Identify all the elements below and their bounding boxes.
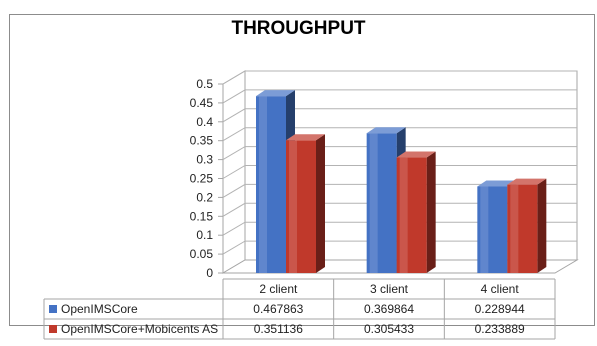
legend-swatch [49, 305, 57, 313]
gridline [222, 108, 577, 123]
legend-series-name: OpenIMSCore+Mobicents AS [61, 322, 218, 336]
data-table-value: 0.351136 [254, 322, 303, 336]
y-tick-label: 0.2 [196, 190, 213, 204]
bar-highlight [289, 140, 297, 273]
bar-top [366, 127, 406, 134]
bar-top [507, 178, 547, 185]
y-tick-label: 0.25 [190, 172, 214, 186]
data-table-value: 0.233889 [475, 322, 525, 336]
bar-top [256, 90, 295, 97]
bar-highlight [369, 133, 378, 273]
gridline [222, 183, 577, 198]
bar-top [477, 180, 517, 187]
y-tick-label: 0.35 [190, 134, 214, 148]
bar-highlight [510, 184, 519, 273]
x-category-label: 3 client [370, 282, 409, 296]
gridline [222, 89, 577, 104]
gridline [222, 127, 577, 142]
x-category-label: 4 client [481, 282, 520, 296]
gridline [222, 146, 577, 161]
y-tick-label: 0.1 [196, 228, 213, 242]
y-tick-label: 0.15 [190, 209, 214, 223]
gridline [222, 165, 577, 179]
x-category-label: 2 client [259, 282, 298, 296]
bar-highlight [259, 96, 267, 273]
y-tick-label: 0.4 [196, 115, 213, 129]
data-table-value: 0.369864 [364, 302, 414, 316]
gridline [222, 70, 577, 85]
chart-title: THROUGHPUT [231, 18, 366, 39]
gridline [222, 240, 577, 255]
data-table-value: 0.467863 [253, 302, 303, 316]
gridline [222, 221, 577, 236]
bar-top [286, 134, 325, 141]
bar-side [426, 151, 436, 273]
data-table-value: 0.305433 [364, 322, 414, 336]
bar-side [537, 178, 547, 273]
y-tick-label: 0.45 [190, 96, 214, 110]
y-tick-label: 0 [206, 266, 213, 280]
bar-highlight [399, 157, 408, 273]
gridline [222, 202, 577, 217]
bar-side [316, 134, 325, 273]
data-table-value: 0.228944 [475, 302, 525, 316]
y-tick-label: 0.3 [196, 153, 213, 167]
bar-top [396, 151, 436, 158]
legend-series-name: OpenIMSCore [61, 302, 138, 316]
bar-highlight [480, 186, 489, 273]
legend-swatch [49, 325, 57, 333]
y-tick-label: 0.5 [196, 77, 213, 91]
y-tick-label: 0.05 [190, 247, 214, 261]
